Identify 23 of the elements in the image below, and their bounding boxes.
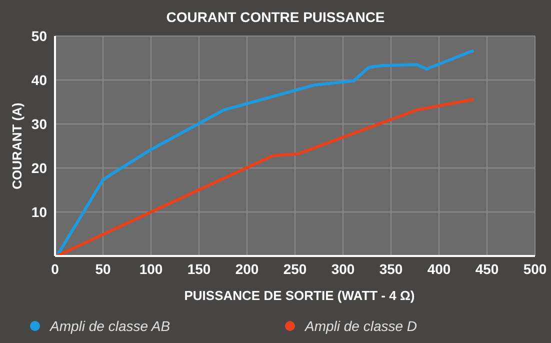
x-tick-label: 200 (235, 260, 259, 277)
legend-label: Ampli de classe AB (50, 318, 170, 334)
x-tick-label: 500 (523, 260, 547, 277)
x-tick-label: 350 (379, 260, 403, 277)
x-tick-label: 400 (427, 260, 451, 277)
y-tick-label: 40 (31, 72, 48, 88)
y-tick-label: 30 (31, 116, 48, 132)
x-tick-label: 100 (139, 260, 163, 277)
x-axis-title: PUISSANCE DE SORTIE (WATT - 4 Ω) (183, 288, 416, 303)
x-tick-label: 150 (187, 260, 211, 277)
y-tick-label: 50 (31, 28, 48, 44)
x-tick-label: 300 (331, 260, 355, 277)
line-series (55, 49, 476, 256)
y-tick-label: 20 (31, 160, 48, 176)
line-series (55, 98, 476, 256)
y-axis-title: COURANT (A) (10, 102, 25, 190)
chart-title: COURANT CONTRE PUISSANCE (165, 9, 386, 25)
legend-label: Ampli de classe D (305, 318, 418, 334)
y-tick-label: 10 (31, 204, 48, 220)
x-tick-label: 50 (95, 260, 111, 277)
x-tick-label: 250 (283, 260, 307, 277)
x-tick-label: 0 (51, 260, 60, 277)
x-tick-label: 450 (475, 260, 499, 277)
